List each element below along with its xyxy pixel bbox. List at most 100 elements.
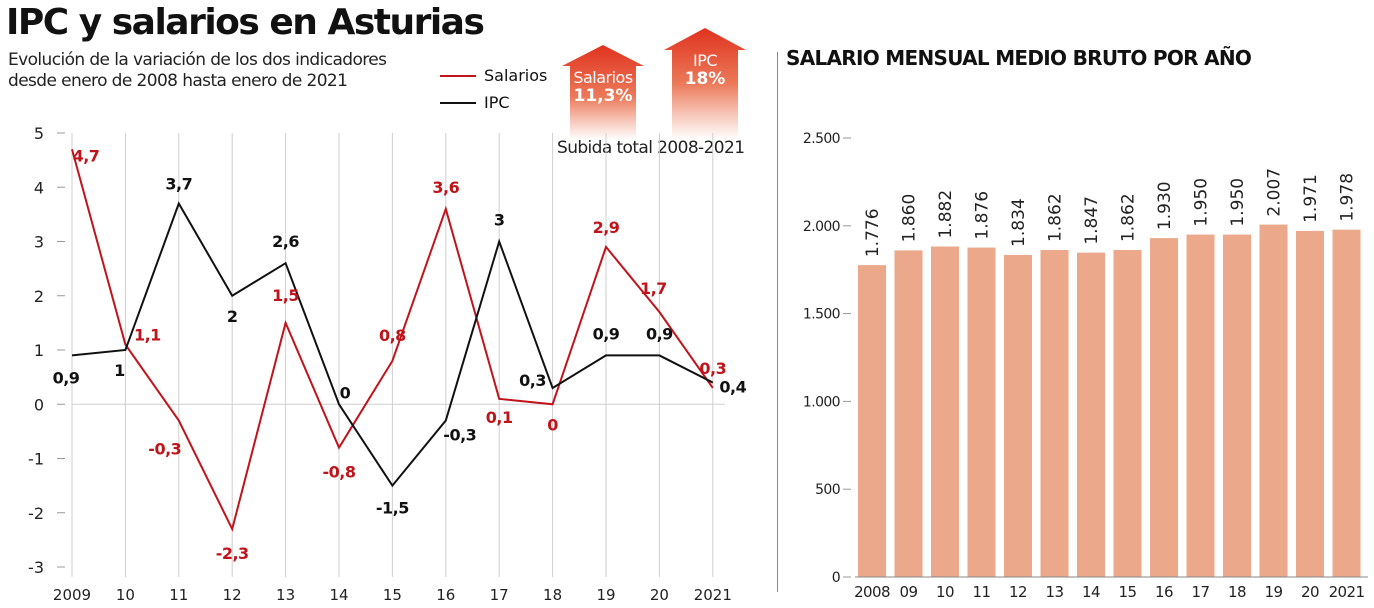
x-tick-label: 20 (650, 586, 669, 604)
line-chart-legend: Salarios IPC (440, 62, 547, 116)
x-tick-label: 12 (1009, 583, 1027, 601)
bar-chart-bars (858, 224, 1361, 578)
data-label-ipc: 1 (114, 361, 125, 380)
line-chart-x-axis: 2009 10 11 12 13 14 15 16 17 18 19 20 2021 (53, 586, 732, 604)
data-label-ipc: -1,5 (376, 499, 409, 518)
bar (1150, 238, 1178, 578)
up-arrow-icon (664, 28, 746, 140)
x-tick-label: 2008 (854, 583, 890, 601)
line-chart-y-axis: 5 4 3 2 1 0 -1 -2 -3 (28, 124, 65, 577)
x-tick-label: 10 (936, 583, 954, 601)
bar-value-label: 1.950 (1228, 178, 1248, 227)
data-label-ipc: 0,4 (719, 378, 746, 397)
x-tick-label: 20 (1301, 583, 1319, 601)
x-tick-label: 15 (383, 586, 402, 604)
bar (1223, 234, 1251, 577)
bar (1186, 234, 1215, 577)
data-label-salarios: 2,9 (593, 218, 620, 237)
bar (1077, 252, 1105, 577)
legend-label-salarios: Salarios (484, 66, 548, 85)
ipc-rise-value: 18% (684, 69, 726, 89)
bar-value-label: 1.978 (1338, 173, 1358, 222)
x-tick-label: 18 (543, 586, 562, 604)
data-label-salarios: 4,7 (73, 146, 100, 165)
x-tick-label: 12 (223, 586, 242, 604)
y-tick-label: 500 (815, 482, 840, 498)
y-tick-label: -2 (28, 504, 44, 523)
bar-chart-x-axis: 2008 09 10 11 12 13 14 15 16 17 18 19 20 2021 (854, 576, 1368, 601)
y-tick-label: 4 (34, 178, 44, 197)
subtitle: Evolución de la variación de los dos ind… (8, 50, 387, 92)
x-tick-label: 13 (1046, 583, 1064, 601)
up-arrow-icon (562, 45, 644, 140)
y-tick-label: 2.500 (803, 131, 840, 147)
bar-value-label: 1.971 (1301, 174, 1321, 223)
bar-value-label: 1.930 (1155, 181, 1175, 230)
salarios-rise-arrow: Salarios 11,3% (562, 45, 644, 140)
subtitle-line-1: Evolución de la variación de los dos ind… (8, 50, 387, 70)
y-tick-label: 2.000 (803, 219, 840, 235)
x-tick-label: 09 (900, 583, 918, 601)
x-tick-label: 2021 (1329, 583, 1365, 601)
data-label-ipc: 2 (227, 307, 238, 326)
x-tick-label: 17 (490, 586, 509, 604)
bar-chart-title: SALARIO MENSUAL MEDIO BRUTO POR AÑO (786, 46, 1252, 70)
data-label-ipc: 0,9 (53, 368, 80, 387)
x-tick-label: 2021 (694, 586, 732, 604)
subtitle-line-2: desde enero de 2008 hasta enero de 2021 (8, 71, 348, 91)
x-tick-label: 11 (169, 586, 188, 604)
page-title: IPC y salarios en Asturias (6, 2, 485, 43)
bar (931, 246, 959, 577)
x-tick-label: 16 (436, 586, 455, 604)
x-tick-label: 16 (1155, 583, 1173, 601)
y-tick-label: 1.000 (803, 394, 840, 410)
bar (894, 250, 923, 577)
bar-value-label: 1.862 (1119, 193, 1139, 242)
bar (967, 247, 996, 577)
x-tick-label: 18 (1228, 583, 1246, 601)
bar-value-label: 1.847 (1082, 196, 1102, 245)
bar (1332, 229, 1361, 577)
y-tick-label: 1 (34, 341, 44, 360)
data-label-salarios: 0,1 (486, 408, 513, 427)
x-tick-label: 13 (276, 586, 295, 604)
x-tick-label: 2009 (53, 586, 91, 604)
bar-chart-y-axis: 0 500 1.000 1.500 2.000 2.500 (803, 131, 851, 586)
data-label-salarios: 1,7 (640, 279, 667, 298)
data-label-salarios: 0,8 (379, 326, 406, 345)
data-label-salarios: 1,5 (272, 286, 299, 305)
data-label-salarios: -2,3 (216, 544, 249, 563)
data-label-ipc: 3,7 (165, 175, 192, 194)
line-chart-series (71, 149, 714, 532)
bar-value-label: 1.834 (1009, 198, 1029, 247)
legend-swatch-ipc (440, 101, 476, 104)
x-tick-label: 19 (1265, 583, 1283, 601)
total-rise-caption: Subida total 2008-2021 (557, 138, 745, 158)
bar (1040, 250, 1069, 577)
y-tick-label: 5 (34, 124, 44, 143)
y-tick-label: 2 (34, 287, 44, 306)
data-label-ipc: 0,3 (519, 371, 546, 390)
legend-item-ipc: IPC (440, 89, 547, 116)
bar-value-label: 2.007 (1265, 168, 1285, 217)
line-chart-data-labels: 4,7 1,1 -0,3 -2,3 1,5 -0,8 0,8 3,6 0,1 0 2,9 1,7 0,3… (53, 146, 748, 563)
x-tick-label: 10 (116, 586, 135, 604)
bar-value-label: 1.950 (1192, 178, 1212, 227)
x-tick-label: 15 (1119, 583, 1137, 601)
salarios-rise-value: 11,3% (573, 86, 633, 106)
y-tick-label: 1.500 (803, 307, 840, 323)
salarios-rise-label: Salarios (573, 68, 633, 87)
bar-chart-value-labels: 1.776 1.860 1.882 1.876 1.834 1.862 1.847 1.862… (863, 168, 1358, 257)
ipc-rise-arrow: IPC 18% (664, 28, 746, 140)
data-label-salarios: 1,1 (134, 326, 161, 345)
data-label-salarios: -0,8 (323, 463, 356, 482)
legend-item-salarios: Salarios (440, 62, 547, 89)
data-label-salarios: 0 (547, 415, 558, 434)
bar (1296, 230, 1324, 577)
bar-value-label: 1.862 (1046, 193, 1066, 242)
legend-label-ipc: IPC (484, 93, 510, 112)
data-label-salarios: 0,3 (699, 359, 726, 378)
y-tick-label: -3 (28, 558, 44, 577)
y-tick-label: 3 (34, 233, 44, 252)
